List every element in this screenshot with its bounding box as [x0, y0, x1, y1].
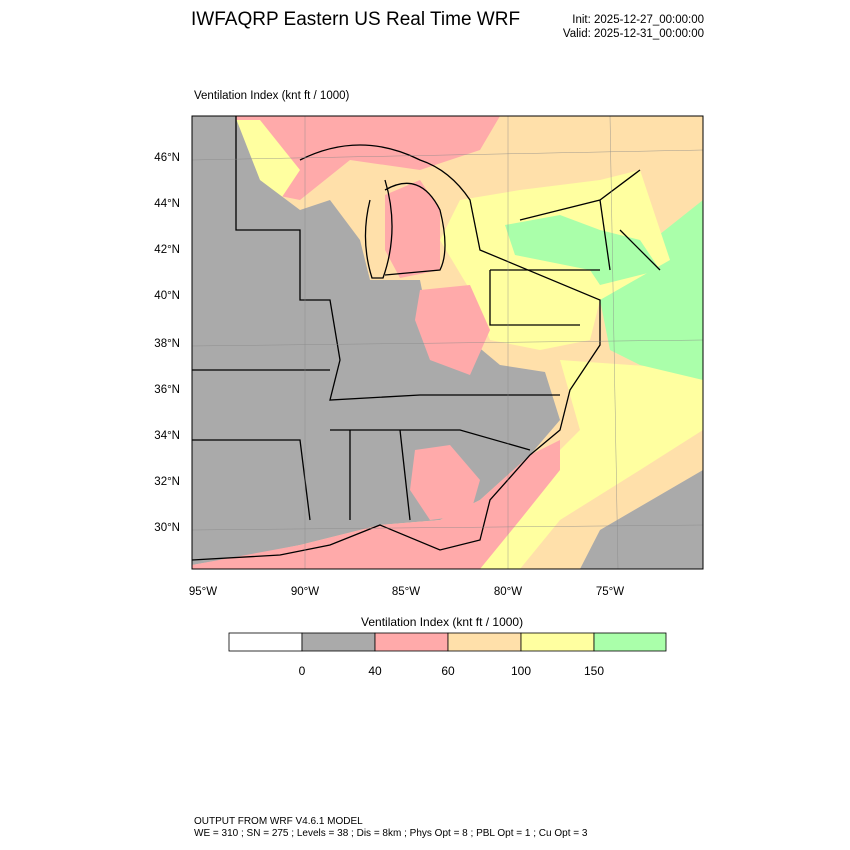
colorbar-label: 100	[510, 664, 532, 678]
init-time: Init: 2025-12-27_00:00:00	[572, 14, 704, 26]
boundaries	[192, 116, 661, 561]
footer-model: OUTPUT FROM WRF V4.6.1 MODEL	[194, 816, 363, 827]
lat-label: 36°N	[154, 384, 180, 396]
region-gulf-pink	[192, 440, 560, 569]
lat-label: 30°N	[154, 522, 180, 534]
valid-time: Valid: 2025-12-31_00:00:00	[562, 28, 704, 40]
lon-label: 90°W	[290, 586, 320, 598]
region-ocean-green	[600, 200, 703, 380]
colorbar-label: 40	[368, 664, 382, 678]
lat-label: 38°N	[154, 338, 180, 350]
lat-label: 42°N	[154, 244, 180, 256]
colorbar-label: 0	[298, 664, 306, 678]
colorbar	[228, 632, 667, 652]
region-land-gray	[192, 116, 560, 565]
lat-label: 40°N	[154, 290, 180, 302]
region-ocean-yellow	[470, 360, 703, 569]
lon-label: 85°W	[391, 586, 421, 598]
lon-label: 80°W	[493, 586, 523, 598]
lat-label: 44°N	[154, 198, 180, 210]
field-label: Ventilation Index (knt ft / 1000)	[194, 90, 350, 102]
grid-lines	[192, 116, 703, 569]
lon-label: 95°W	[188, 586, 218, 598]
colorbar-label: 60	[441, 664, 455, 678]
lat-label: 32°N	[154, 476, 180, 488]
map-field	[192, 116, 703, 569]
region-ny-green	[505, 215, 660, 285]
region-sw-gray	[580, 470, 703, 569]
lon-label: 75°W	[595, 586, 625, 598]
region-michigan-pink	[385, 180, 440, 278]
colorbar-title: Ventilation Index (knt ft / 1000)	[361, 615, 524, 629]
map-frame	[191, 115, 704, 570]
region-georgia-pink	[410, 445, 480, 520]
plot-title: IWFAQRP Eastern US Real Time WRF	[191, 9, 521, 30]
lat-label: 34°N	[154, 430, 180, 442]
footer-config: WE = 310 ; SN = 275 ; Levels = 38 ; Dis …	[194, 828, 588, 839]
lat-label: 46°N	[154, 152, 180, 164]
region-ohio-pink	[415, 285, 490, 375]
colorbar-label: 150	[583, 664, 605, 678]
run-times: Init: 2025-12-27_00:00:00 Valid: 2025-12…	[563, 13, 704, 41]
